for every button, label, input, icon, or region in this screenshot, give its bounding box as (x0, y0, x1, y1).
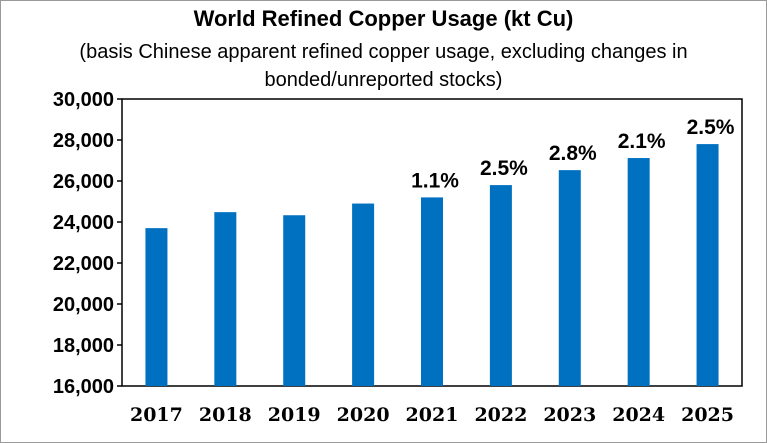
bar-2017 (145, 228, 168, 386)
x-tick-label: 2022 (474, 404, 527, 426)
data-labels: 1.1% 2.5% 2.8% 2.1% 2.5% (411, 116, 735, 192)
x-tick-label: 2019 (268, 404, 321, 426)
data-label-2023: 2.8% (549, 142, 597, 165)
bar-2021 (421, 197, 443, 386)
x-tick-label: 2018 (199, 404, 252, 426)
chart-title: World Refined Copper Usage (kt Cu) (193, 6, 574, 31)
x-tick-label: 2017 (130, 404, 183, 426)
x-tick-label: 2023 (543, 404, 596, 426)
x-tick-label: 2020 (337, 404, 390, 426)
chart-subtitle: (basis Chinese apparent refined copper u… (0, 38, 767, 94)
y-tick-label: 30,000 (53, 89, 114, 111)
y-tick-label: 24,000 (53, 212, 114, 234)
data-label-2024: 2.1% (618, 130, 666, 153)
y-axis: 16,000 18,000 20,000 22,000 24,000 26,000 28,0… (53, 89, 122, 398)
bar-2023 (558, 170, 581, 386)
x-axis: 2017 2018 2019 2020 2021 2022 2023 2024 2025 (130, 404, 734, 426)
chart-subtitle-text: (basis Chinese apparent refined copper u… (79, 41, 688, 91)
bar-2025 (696, 144, 719, 386)
bars (145, 144, 719, 386)
y-tick-label: 20,000 (53, 294, 114, 316)
data-label-2025: 2.5% (687, 116, 735, 139)
bar-2018 (214, 212, 237, 386)
y-tick-label: 16,000 (53, 376, 114, 398)
data-label-2021: 1.1% (411, 169, 459, 192)
bar-2020 (352, 203, 375, 386)
x-tick-label: 2025 (681, 404, 734, 426)
x-tick-label: 2024 (612, 404, 665, 426)
data-label-2022: 2.5% (480, 157, 528, 180)
y-tick-label: 22,000 (53, 253, 114, 275)
x-tick-label: 2021 (406, 404, 459, 426)
bar-2024 (627, 158, 650, 386)
y-tick-label: 26,000 (53, 171, 114, 193)
y-tick-label: 18,000 (53, 335, 114, 357)
y-tick-label: 28,000 (53, 130, 114, 152)
bar-2022 (489, 185, 512, 386)
bar-2019 (283, 215, 306, 386)
